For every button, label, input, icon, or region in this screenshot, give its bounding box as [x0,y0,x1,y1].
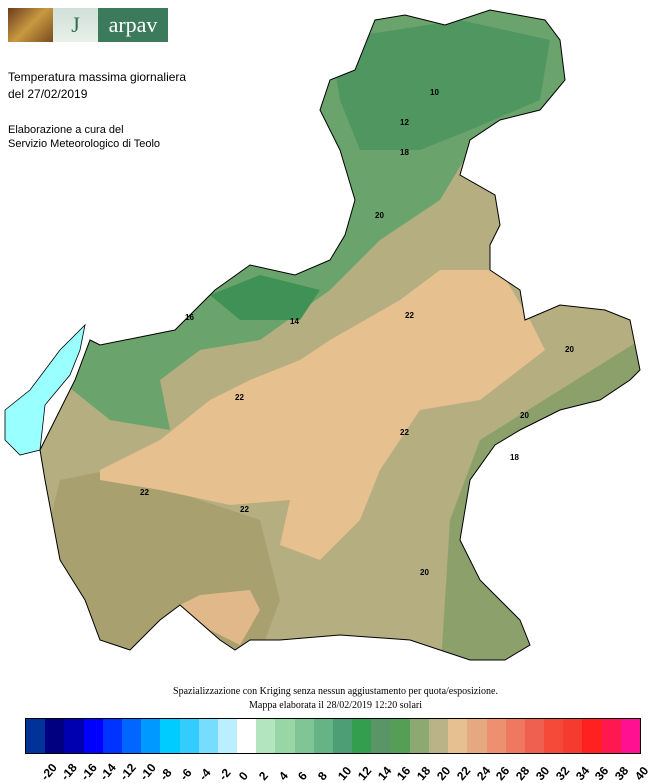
legend-swatch [198,719,218,753]
legend-swatch [160,719,180,753]
region-22-24 [100,270,545,560]
legend-tick-label: 22 [453,763,474,783]
legend-tick-label: -10 [137,760,159,783]
legend-swatch [64,719,84,753]
legend-swatch [83,719,103,753]
contour-label: 22 [400,428,409,437]
contour-label: 22 [240,505,249,514]
legend-tick-label: 14 [374,763,394,783]
legend-swatch [333,719,353,753]
map-date: del 27/02/2019 [8,87,88,101]
legend-tick-label: 28 [513,763,533,783]
legend-swatch [121,719,142,753]
color-legend [25,718,641,754]
legend-swatch [409,719,429,753]
contour-label: 20 [520,411,529,420]
legend-swatch [505,719,525,753]
contour-label: 22 [140,488,149,497]
legend-swatch [256,719,276,753]
legend-tick-label: 34 [572,763,592,783]
legend-swatch [601,719,621,753]
contour-label: 20 [420,568,429,577]
legend-tick-label: 6 [295,768,311,783]
contour-label: 18 [400,148,409,157]
legend-tick-label: 10 [335,763,355,783]
legend-swatch [352,719,372,753]
contour-label: 14 [290,317,299,326]
legend-swatch [102,719,122,753]
legend-tick-label: -14 [97,760,120,783]
production-note: Mappa elaborata il 28/02/2019 12:20 sola… [248,700,423,711]
map-title: Temperatura massima giornaliera [8,70,187,84]
legend-tick-label: -8 [156,765,175,783]
legend-swatch [313,719,333,753]
legend-swatch [179,719,199,753]
legend-swatch [141,719,161,753]
legend-swatch [428,719,449,753]
legend-tick-label: 36 [592,763,612,783]
legend-swatch [467,719,487,753]
logo-brand: arpav [98,8,168,42]
contour-label: 22 [235,393,244,402]
legend-tick-label: -6 [176,765,195,783]
legend-tick-label: -18 [57,760,80,783]
contour-label: 22 [405,311,414,320]
region-alpine-high [330,20,550,150]
legend-swatch [486,719,506,753]
legend-tick-label: 18 [414,763,434,783]
legend-tick-label: 32 [552,763,573,783]
credit-line-2: Servizio Meteorologico di Teolo [8,138,161,150]
contour-label: 20 [375,211,384,220]
legend-swatch [620,719,640,753]
legend-swatch [582,719,602,753]
legend-swatch [371,719,391,753]
region-prealps [210,275,320,320]
legend-tick-label: -16 [77,760,100,783]
legend-swatch [26,719,46,753]
legend-swatch [524,719,545,753]
legend-swatch [294,719,314,753]
contour-label: 18 [510,453,519,462]
logo-mark: J [53,8,98,42]
legend-tick-label: 0 [236,768,252,783]
legend-swatch [448,719,468,753]
temperature-map: 22 22 22 22 20 20 18 16 14 12 10 20 22 2… [4,9,641,661]
legend-swatch [217,719,238,753]
legend-swatch [544,719,564,753]
legend-tick-label: 24 [473,763,493,783]
legend-tick-label: 20 [434,763,454,783]
method-note: Spazializzazione con Kriging senza nessu… [173,686,498,697]
legend-swatch [237,719,257,753]
legend-tick-label: -12 [117,760,140,783]
region-south-warm [180,590,260,645]
contour-label: 20 [565,345,574,354]
legend-tick-label: 4 [275,768,291,783]
contour-label: 12 [400,118,409,127]
legend-tick-label: 12 [354,763,375,783]
legend-tick-label: 26 [493,763,513,783]
legend-tick-label: -2 [216,765,234,783]
contour-labels: 22 22 22 22 20 20 18 16 14 12 10 20 22 2… [140,88,574,577]
legend-swatch [275,719,295,753]
legend-swatch [45,719,65,753]
contour-label: 10 [430,88,439,97]
credit-line-1: Elaborazione a cura del [8,124,124,136]
legend-swatch [563,719,583,753]
legend-tick-label: 2 [255,768,271,783]
legend-tick-label: -20 [38,760,60,783]
arpav-logo: J arpav [8,8,168,42]
lake-garda [4,323,86,456]
legend-tick-label: 16 [394,763,414,783]
legend-swatch [390,719,410,753]
legend-tick-label: 40 [632,763,652,783]
legend-tick-label: 8 [315,768,331,783]
legend-tick-label: 38 [612,763,632,783]
contour-label: 16 [185,313,194,322]
lion-emblem [8,8,53,42]
legend-tick-label: -4 [196,765,214,783]
legend-tick-label: 30 [533,763,553,783]
